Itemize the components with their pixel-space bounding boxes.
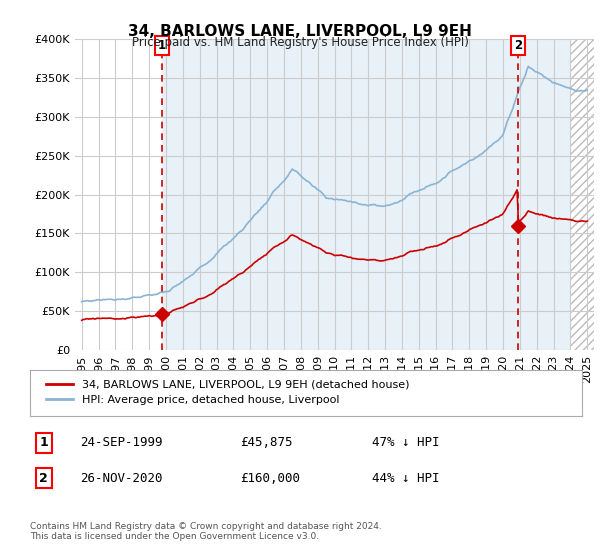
Legend: 34, BARLOWS LANE, LIVERPOOL, L9 9EH (detached house), HPI: Average price, detach: 34, BARLOWS LANE, LIVERPOOL, L9 9EH (det… xyxy=(41,375,414,410)
Text: £45,875: £45,875 xyxy=(240,436,292,449)
Text: Price paid vs. HM Land Registry's House Price Index (HPI): Price paid vs. HM Land Registry's House … xyxy=(131,36,469,49)
Text: 47% ↓ HPI: 47% ↓ HPI xyxy=(372,436,440,449)
Bar xyxy=(571,39,596,350)
Text: £160,000: £160,000 xyxy=(240,472,300,485)
Text: 2: 2 xyxy=(40,472,48,485)
Text: 2: 2 xyxy=(514,39,523,52)
Bar xyxy=(162,39,571,350)
Text: 1: 1 xyxy=(158,39,166,52)
Text: 34, BARLOWS LANE, LIVERPOOL, L9 9EH: 34, BARLOWS LANE, LIVERPOOL, L9 9EH xyxy=(128,24,472,39)
Text: 44% ↓ HPI: 44% ↓ HPI xyxy=(372,472,440,485)
Text: Contains HM Land Registry data © Crown copyright and database right 2024.
This d: Contains HM Land Registry data © Crown c… xyxy=(30,522,382,542)
Text: 24-SEP-1999: 24-SEP-1999 xyxy=(80,436,162,449)
Text: 1: 1 xyxy=(40,436,48,449)
Text: 26-NOV-2020: 26-NOV-2020 xyxy=(80,472,162,485)
